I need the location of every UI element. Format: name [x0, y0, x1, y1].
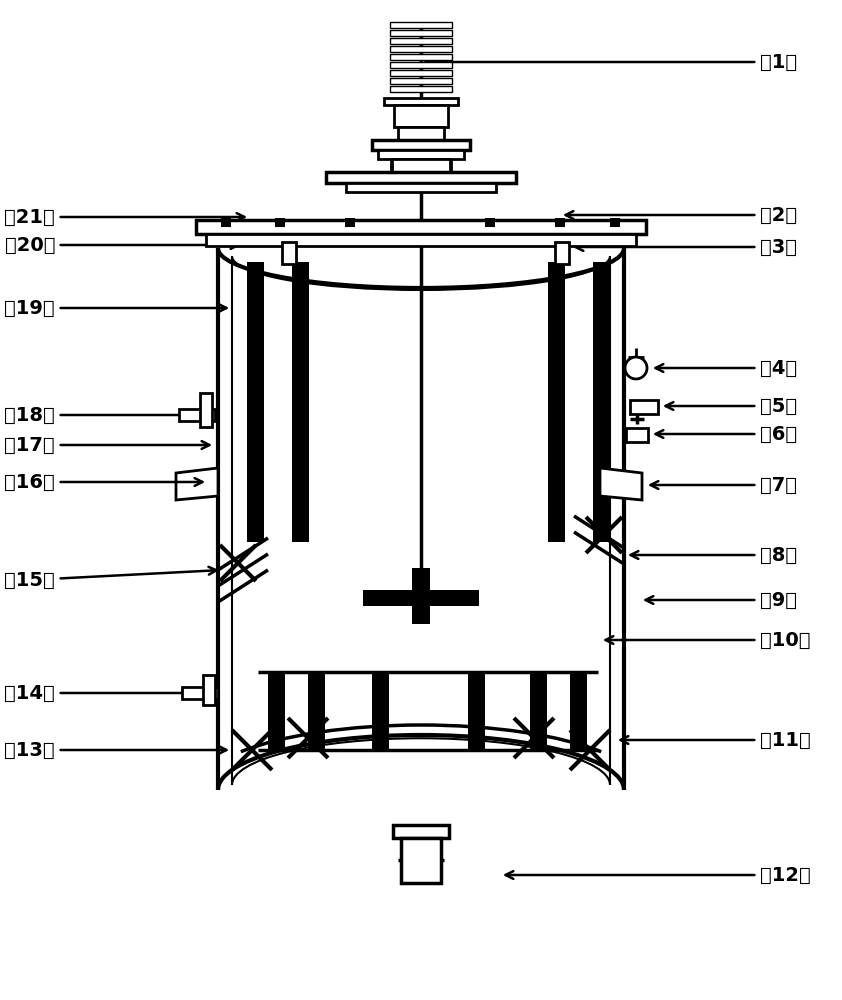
Bar [363, 590, 479, 606]
Bar [412, 606, 430, 624]
Bar [345, 218, 355, 227]
Bar [626, 428, 648, 442]
Bar [203, 675, 215, 705]
Text: （15）: （15） [4, 567, 216, 589]
Text: （13）: （13） [4, 740, 226, 760]
Text: （10）: （10） [605, 631, 811, 650]
Bar [390, 22, 452, 28]
Bar [390, 54, 452, 60]
Bar [292, 262, 309, 542]
Bar [390, 30, 452, 36]
Text: （5）: （5） [665, 396, 797, 416]
Text: （17）: （17） [4, 436, 210, 454]
Bar [593, 262, 610, 542]
Text: （3）: （3） [576, 237, 797, 256]
Text: （21）: （21） [4, 208, 244, 227]
Bar [326, 172, 516, 183]
Bar [530, 672, 547, 750]
Bar [468, 672, 485, 750]
Bar [390, 86, 452, 92]
Bar [555, 218, 565, 227]
Bar [412, 568, 430, 590]
Text: （9）: （9） [646, 590, 797, 609]
Bar [398, 127, 444, 140]
Text: （19）: （19） [4, 298, 226, 318]
Text: （1）: （1） [425, 52, 797, 72]
Bar [548, 262, 565, 542]
Text: （2）: （2） [566, 206, 797, 225]
Bar [196, 220, 646, 234]
Bar [485, 218, 495, 227]
Bar [221, 218, 231, 227]
Bar [390, 78, 452, 84]
Bar [555, 242, 569, 264]
Bar [390, 38, 452, 44]
Text: （8）: （8） [631, 546, 797, 564]
Polygon shape [176, 468, 218, 500]
Bar [206, 234, 636, 246]
Text: （20）: （20） [4, 235, 238, 254]
Bar [570, 672, 587, 750]
Bar [392, 159, 450, 177]
Bar [394, 105, 448, 127]
Bar [390, 70, 452, 76]
Bar [372, 140, 470, 150]
Bar [182, 687, 218, 699]
Bar [282, 242, 296, 264]
Bar [275, 218, 285, 227]
Bar [390, 62, 452, 68]
Bar [391, 155, 451, 173]
Bar [610, 218, 620, 227]
Bar [384, 98, 458, 105]
Text: （16）: （16） [4, 473, 202, 491]
Text: （4）: （4） [656, 359, 797, 377]
Text: （14）: （14） [4, 684, 200, 702]
Text: （12）: （12） [505, 865, 811, 884]
Bar [378, 150, 464, 159]
Bar [308, 672, 325, 750]
Bar [390, 46, 452, 52]
Circle shape [625, 357, 647, 379]
Text: （18）: （18） [4, 406, 195, 424]
Bar [346, 183, 496, 192]
Bar [200, 393, 212, 427]
Bar [401, 838, 441, 883]
Text: （11）: （11） [621, 730, 811, 750]
Bar [393, 825, 449, 838]
Bar [372, 672, 389, 750]
Bar [179, 409, 215, 421]
Bar [247, 262, 264, 542]
Text: （7）: （7） [651, 476, 797, 494]
Polygon shape [600, 468, 642, 500]
Bar [630, 400, 658, 414]
Text: （6）: （6） [656, 424, 797, 444]
Bar [268, 672, 285, 750]
